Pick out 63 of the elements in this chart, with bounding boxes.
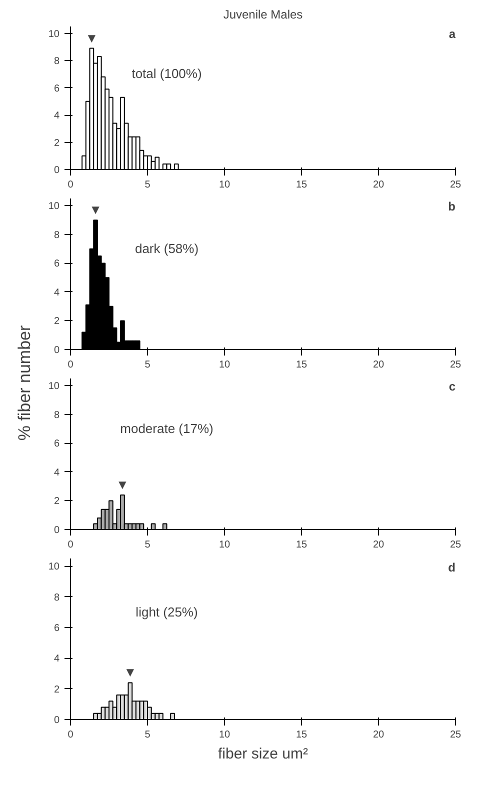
y-tick-label: 8 — [54, 56, 60, 68]
x-tick-label: 15 — [296, 540, 308, 550]
x-tick-label: 25 — [450, 540, 462, 550]
y-tick-label: 6 — [54, 258, 60, 270]
annotation: dark (58%) — [134, 240, 199, 256]
annotation: ▼ — [116, 477, 129, 492]
x-tick-label: 10 — [218, 180, 230, 190]
annotation: total (100%) — [132, 66, 202, 81]
y-tick-label: 0 — [54, 715, 60, 726]
x-tick-label: 0 — [68, 540, 74, 550]
y-tick-label: 2 — [54, 316, 60, 328]
y-axis-title: % fiber number — [15, 325, 34, 441]
x-tick-label: 5 — [144, 180, 151, 190]
y-tick-label: 2 — [54, 138, 60, 149]
x-tick-label: 0 — [68, 180, 74, 190]
annotation: ▼ — [85, 30, 98, 46]
annotation: ▼ — [124, 664, 137, 680]
annotation: d — [448, 560, 456, 575]
y-tick-label: 6 — [54, 623, 60, 634]
x-tick-label: 25 — [450, 360, 462, 370]
y-tick-label: 0 — [54, 525, 60, 536]
y-tick-label: 6 — [54, 83, 60, 94]
x-tick-label: 5 — [144, 360, 151, 370]
x-tick-label: 20 — [372, 180, 384, 190]
annotation: c — [448, 380, 456, 394]
y-tick-label: 10 — [48, 201, 60, 212]
x-tick-label: 0 — [68, 730, 74, 740]
y-tick-label: 2 — [54, 684, 60, 696]
annotation: light (25%) — [136, 604, 198, 620]
x-tick-label: 25 — [450, 730, 462, 740]
x-tick-label: 15 — [296, 360, 308, 370]
annotation: ▼ — [89, 202, 102, 218]
annotation: moderate (17%) — [120, 420, 214, 436]
y-tick-label: 6 — [54, 438, 60, 450]
x-tick-label: 10 — [218, 360, 230, 370]
x-tick-label: 5 — [144, 730, 151, 740]
chart-title: Juvenile Males — [223, 8, 303, 22]
y-tick-label: 10 — [48, 381, 60, 392]
x-tick-label: 0 — [68, 360, 74, 370]
x-tick-label: 15 — [296, 730, 308, 740]
y-tick-label: 8 — [54, 230, 60, 241]
x-tick-label: 10 — [218, 540, 230, 550]
y-tick-label: 8 — [54, 410, 60, 421]
x-tick-label: 20 — [372, 730, 384, 740]
y-tick-label: 4 — [54, 287, 60, 298]
y-tick-label: 2 — [54, 496, 60, 508]
y-tick-label: 0 — [54, 345, 60, 356]
y-tick-label: 4 — [54, 654, 60, 665]
x-tick-label: 20 — [372, 360, 384, 370]
y-tick-label: 10 — [48, 562, 60, 573]
x-axis-title: fiber size um² — [218, 746, 308, 762]
x-tick-label: 15 — [296, 180, 308, 190]
y-tick-label: 4 — [54, 467, 60, 478]
y-tick-label: 0 — [54, 165, 60, 176]
x-tick-label: 5 — [144, 540, 151, 550]
annotation: b — [448, 200, 456, 214]
x-tick-label: 20 — [372, 540, 384, 550]
annotation: a — [448, 26, 456, 41]
y-tick-label: 10 — [48, 28, 60, 40]
y-tick-label: 4 — [54, 110, 60, 122]
x-tick-label: 25 — [450, 180, 462, 190]
y-tick-label: 8 — [54, 592, 60, 604]
x-tick-label: 10 — [218, 730, 230, 740]
